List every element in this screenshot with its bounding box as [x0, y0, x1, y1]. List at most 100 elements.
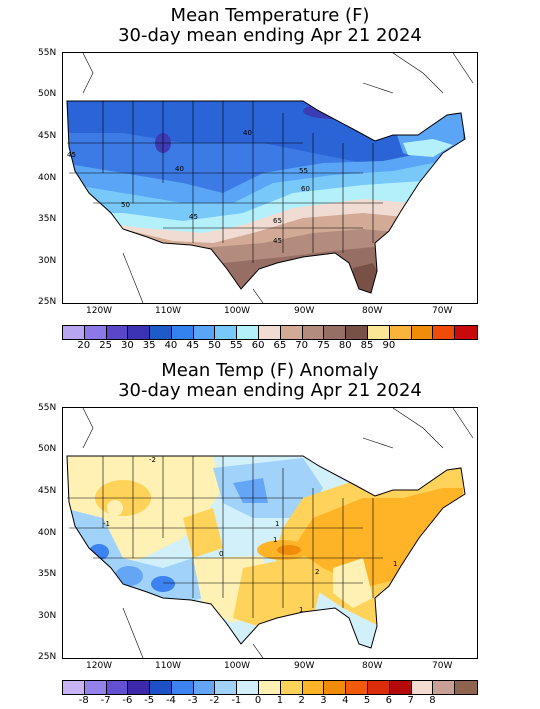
colorbar-swatch — [193, 326, 216, 339]
map2-contour-label: 1 — [275, 520, 279, 528]
map1-contour-label: 40 — [175, 165, 184, 173]
colorbar-label: 2 — [298, 695, 305, 706]
map1-lon-label: 100W — [224, 306, 251, 316]
colorbar-label: 90 — [382, 340, 396, 351]
map2-lon-label: 110W — [155, 661, 182, 671]
colorbar-swatch — [259, 326, 281, 339]
colorbar-swatch — [259, 681, 281, 694]
map1-contour-label: 60 — [301, 185, 310, 193]
colorbar-label: 70 — [295, 340, 309, 351]
colorbar-label: 60 — [251, 340, 265, 351]
map2-lat-label: 25N — [38, 652, 57, 662]
colorbar-label: 75 — [317, 340, 330, 351]
colorbar-swatch — [84, 326, 107, 339]
map1-contour-label: 45 — [189, 213, 198, 221]
colorbar-label: 55 — [229, 340, 243, 351]
map1-contour-label: 40 — [243, 129, 252, 137]
map1-lat-label: 25N — [38, 297, 57, 307]
colorbar-swatch — [63, 326, 85, 339]
map2-lat-label: 45N — [38, 486, 57, 496]
colorbar-swatch — [237, 326, 260, 339]
map2-contour-label: 2 — [315, 568, 319, 576]
map1-contour-label: 50 — [121, 201, 130, 209]
colorbar-label: 50 — [208, 340, 221, 351]
map2-lon-label: 70W — [432, 661, 453, 671]
colorbar-swatch — [128, 326, 151, 339]
map1-lat-label: 55N — [38, 48, 57, 58]
map1-lon-label: 90W — [294, 306, 315, 316]
colorbar-swatch — [455, 681, 477, 694]
colorbar-label: 35 — [142, 340, 156, 351]
map1-lon-label: 70W — [432, 306, 453, 316]
colorbar-swatch — [128, 681, 151, 694]
colorbar-label: 8 — [429, 695, 436, 706]
map2-lon-label: 120W — [86, 661, 113, 671]
colorbar-label: -3 — [187, 695, 198, 706]
map1-lon-label: 120W — [86, 306, 113, 316]
colorbar-label: -1 — [231, 695, 242, 706]
map1-state-borders — [67, 101, 383, 263]
map2-lon-label: 90W — [294, 661, 315, 671]
colorbar-swatch — [433, 681, 456, 694]
map2-lon-label: 100W — [224, 661, 251, 671]
colorbar-swatch — [106, 326, 129, 339]
map1-lon-label: 80W — [362, 306, 383, 316]
map1-lat-label: 35N — [38, 214, 57, 224]
colorbar-swatch — [171, 681, 194, 694]
map1-us-outline — [66, 100, 466, 294]
map2-lat-label: 35N — [38, 569, 57, 579]
map2-state-borders — [67, 456, 383, 618]
colorbar-swatch — [150, 326, 172, 339]
map2-contour-labels: -2 1 0 1 2 1 1 -1 — [103, 456, 397, 614]
map2-lon-label: 80W — [362, 661, 383, 671]
map2-svg: -2 1 0 1 2 1 1 -1 — [66, 408, 474, 658]
colorbar-label: 6 — [385, 695, 393, 706]
map1-contour-labels: 40 40 45 45 50 55 60 65 45 — [67, 129, 310, 245]
colorbar-label: 4 — [342, 695, 349, 706]
map2-lat-label: 50N — [38, 444, 57, 454]
colorbar-swatch — [215, 681, 238, 694]
colorbar-label: -6 — [122, 695, 133, 706]
map2-lat-label: 55N — [38, 403, 57, 413]
colorbar-label: 25 — [99, 340, 112, 351]
map2-contour-label: 1 — [393, 560, 397, 568]
map2-colorbar — [62, 680, 478, 695]
colorbar-swatch — [411, 326, 434, 339]
colorbar-swatch — [346, 681, 368, 694]
colorbar-label: -8 — [78, 695, 89, 706]
map2-contour-label: 1 — [273, 536, 277, 544]
colorbar-swatch — [237, 681, 260, 694]
colorbar-swatch — [367, 681, 390, 694]
colorbar-swatch — [63, 681, 85, 694]
colorbar-swatch — [411, 681, 434, 694]
colorbar-label: 40 — [164, 340, 178, 351]
map2-title-line2: 30-day mean ending Apr 21 2024 — [118, 380, 422, 401]
map1-lat-label: 50N — [38, 89, 57, 99]
colorbar-label: 85 — [360, 340, 374, 351]
map2-panel: -2 1 0 1 2 1 1 -1 — [62, 407, 478, 659]
colorbar-label: 1 — [276, 695, 284, 706]
colorbar-swatch — [215, 326, 238, 339]
colorbar-label: -4 — [165, 695, 176, 706]
colorbar-swatch — [389, 326, 412, 339]
map2-contour-label: -2 — [149, 456, 156, 464]
colorbar-swatch — [324, 681, 347, 694]
colorbar-swatch — [324, 326, 347, 339]
map2-coastlines — [82, 408, 474, 658]
colorbar-swatch — [106, 681, 129, 694]
map2-lat-label: 40N — [38, 528, 57, 538]
map1-lat-label: 30N — [38, 256, 57, 266]
colorbar-label: 45 — [186, 340, 200, 351]
colorbar-swatch — [389, 681, 412, 694]
colorbar-label: 80 — [338, 340, 352, 351]
map1-coastlines — [82, 53, 474, 303]
colorbar-label: 3 — [320, 695, 327, 706]
colorbar-label: 0 — [254, 695, 262, 706]
map1-contour-label: 55 — [299, 167, 308, 175]
colorbar-label: -7 — [100, 695, 111, 706]
map1-contour-label: 65 — [273, 217, 282, 225]
map2-contour-label: 0 — [219, 550, 223, 558]
map2-contour-label: -1 — [103, 520, 110, 528]
colorbar-swatch — [150, 681, 172, 694]
colorbar-label: 5 — [363, 695, 371, 706]
